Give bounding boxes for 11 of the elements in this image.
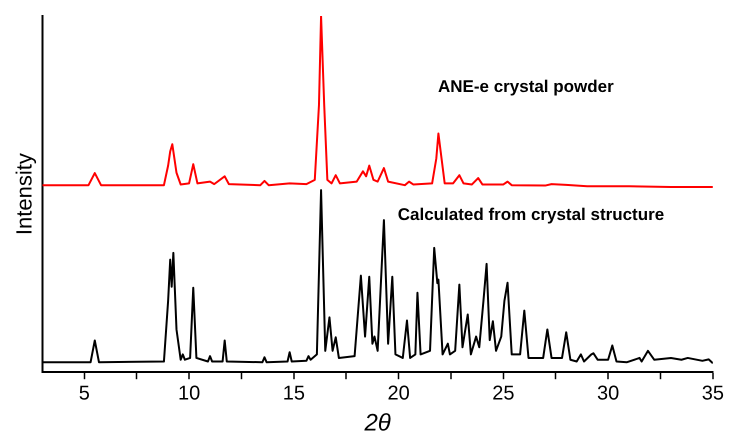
x-tick-label: 20 bbox=[387, 382, 410, 405]
text: ANE-e crystal powder bbox=[438, 76, 614, 96]
x-tick-label: 35 bbox=[702, 382, 724, 405]
x-tick-label: 25 bbox=[492, 382, 514, 405]
y-axis-title: Intensity bbox=[11, 153, 36, 236]
x-tick-label: 30 bbox=[596, 382, 620, 405]
x-tick-label: 15 bbox=[282, 382, 305, 405]
x-axis-title: 2θ bbox=[363, 409, 391, 436]
x-tick-label: 5 bbox=[78, 382, 90, 405]
series-label: Calculated from crystal structure bbox=[398, 205, 664, 224]
x-tick-label: 10 bbox=[178, 382, 200, 405]
